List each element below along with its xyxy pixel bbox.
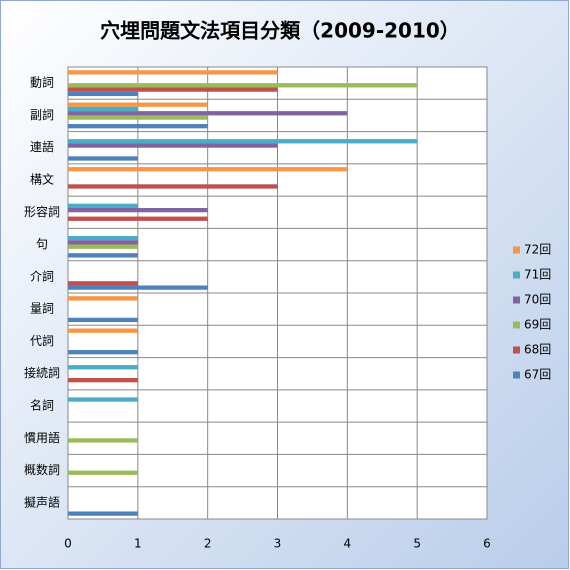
y-tick-label: 代詞 xyxy=(30,334,54,348)
y-tick-label: 概数詞 xyxy=(24,462,60,477)
bar xyxy=(68,253,138,258)
bar xyxy=(68,470,138,475)
bar xyxy=(68,167,348,172)
bar xyxy=(68,87,278,92)
bar xyxy=(68,328,138,333)
x-tick-label: 0 xyxy=(64,537,72,551)
y-tick-label: 介詞 xyxy=(30,269,54,283)
bar xyxy=(68,350,138,355)
x-tick-label: 6 xyxy=(483,537,491,551)
bar xyxy=(68,397,138,402)
x-tick-label: 1 xyxy=(134,537,142,551)
y-tick-label: 擬声語 xyxy=(24,494,60,509)
chart-title: 穴埋問題文法項目分類（2009-2010） xyxy=(100,19,460,43)
legend-label: 67回 xyxy=(524,368,551,382)
bar xyxy=(68,143,278,148)
bar xyxy=(68,285,208,290)
legend-label: 69回 xyxy=(524,318,551,332)
y-tick-label: 接続詞 xyxy=(24,365,60,380)
legend-label: 68回 xyxy=(524,343,551,357)
legend-label: 72回 xyxy=(524,243,551,257)
bar xyxy=(68,438,138,443)
bar xyxy=(68,207,208,213)
legend-swatch xyxy=(513,371,520,379)
x-tick-label: 5 xyxy=(413,537,421,551)
bar xyxy=(68,139,418,144)
bar xyxy=(68,244,138,249)
y-tick-label: 動詞 xyxy=(30,76,54,90)
legend-swatch xyxy=(513,346,520,354)
bar xyxy=(68,91,138,97)
bar xyxy=(68,106,138,112)
bar xyxy=(68,235,138,241)
bar xyxy=(68,511,138,516)
bar xyxy=(68,115,208,120)
legend-swatch xyxy=(513,271,520,279)
bar xyxy=(68,70,278,75)
legend-swatch xyxy=(513,321,520,329)
bar xyxy=(68,111,348,116)
bar xyxy=(68,378,138,383)
y-tick-label: 句 xyxy=(36,237,48,251)
legend-swatch xyxy=(513,246,520,254)
bar xyxy=(68,281,138,286)
bar xyxy=(68,156,138,161)
bar xyxy=(68,102,208,107)
y-tick-label: 構文 xyxy=(30,172,54,187)
x-tick-label: 3 xyxy=(274,537,282,551)
bar xyxy=(68,240,138,245)
y-tick-label: 名詞 xyxy=(30,398,54,413)
bar xyxy=(68,216,208,221)
bar xyxy=(68,184,278,189)
y-tick-label: 慣用語 xyxy=(24,430,60,445)
bar xyxy=(68,124,208,129)
bar xyxy=(68,83,418,88)
y-tick-label: 副詞 xyxy=(30,108,54,122)
y-tick-label: 量詞 xyxy=(30,302,54,316)
legend-swatch xyxy=(513,296,520,304)
x-tick-label: 2 xyxy=(204,537,212,551)
bar xyxy=(68,296,138,301)
y-tick-label: 連語 xyxy=(30,139,54,154)
x-tick-label: 4 xyxy=(344,537,352,551)
bar xyxy=(68,365,138,370)
legend-label: 70回 xyxy=(524,293,551,307)
y-tick-label: 形容詞 xyxy=(24,204,60,219)
bar xyxy=(68,203,138,208)
legend-label: 71回 xyxy=(524,268,551,282)
bar xyxy=(68,317,138,323)
